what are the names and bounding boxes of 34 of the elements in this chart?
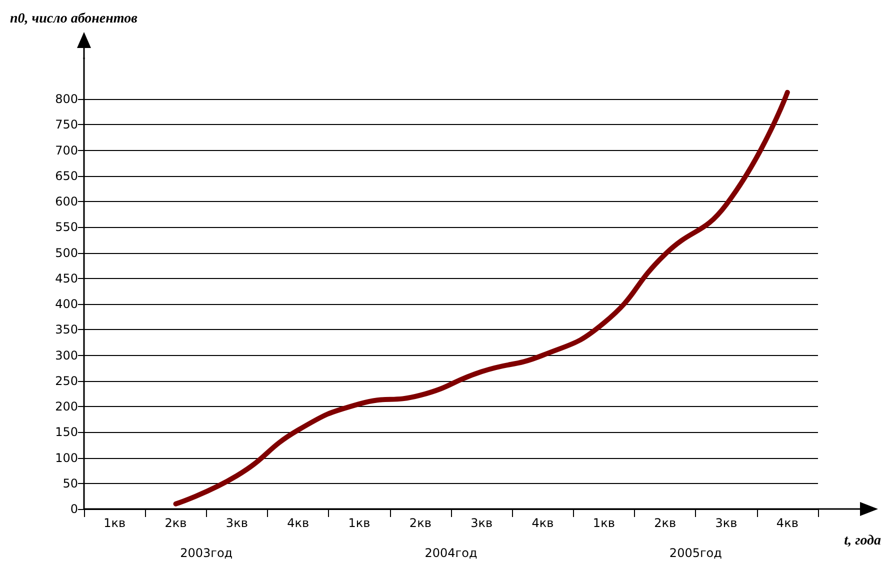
y-tick-label: 500 [55,246,78,260]
x-tick-label: 4кв [532,516,554,530]
x-tick-label: 1кв [348,516,370,530]
y-tick-label: 400 [55,297,78,311]
y-tick-label: 550 [55,220,78,234]
y-tick-label: 150 [55,425,78,440]
y-tick-label: 250 [55,374,78,388]
y-tick-label: 800 [55,92,78,106]
y-tick-label: 750 [55,118,78,132]
x-tick-label: 4кв [287,516,310,530]
x-tick-label: 3кв [226,516,248,530]
x-axis-title: t, года [844,534,882,548]
x-tick-label: 2кв [654,516,676,530]
y-tick-label: 0 [70,502,78,516]
y-tick-label: 100 [55,450,78,465]
y-tick-label: 300 [55,348,78,362]
y-tick-label: 650 [55,168,78,183]
x-tick-label: 2кв [409,516,432,530]
text: 2003год [180,546,233,560]
text: 2004год [424,546,478,560]
x-tick-label: 1кв [104,516,126,530]
x-tick-label: 4кв [776,516,798,530]
x-tick-label: 3кв [715,516,738,530]
x-tick-label: 1кв [592,516,615,530]
y-tick-label: 450 [55,271,78,286]
y-axis-title: n0, число абонентов [10,12,138,26]
x-tick-label: 3кв [470,516,493,530]
y-tick-label: 200 [55,400,78,414]
y-tick-label: 600 [55,194,78,208]
text: 2005год [669,546,722,560]
y-tick-label: 350 [55,322,78,337]
y-tick-label: 700 [55,143,78,158]
y-tick-label: 50 [62,476,78,490]
x-tick-label: 2кв [164,516,187,530]
